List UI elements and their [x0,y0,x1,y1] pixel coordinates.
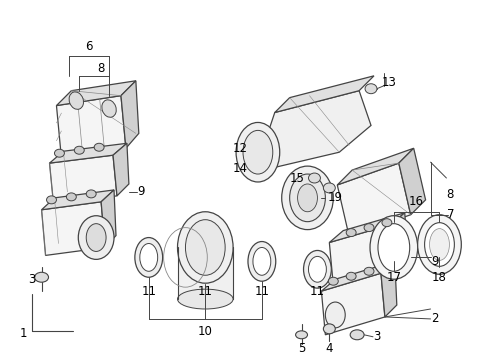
Ellipse shape [365,84,376,94]
Polygon shape [113,143,129,196]
Text: 12: 12 [232,142,247,155]
Polygon shape [49,143,127,163]
Ellipse shape [86,224,106,251]
Ellipse shape [46,196,56,204]
Ellipse shape [323,324,335,334]
Ellipse shape [66,193,76,201]
Ellipse shape [295,331,307,339]
Ellipse shape [94,143,104,151]
Polygon shape [41,190,114,210]
Ellipse shape [417,215,460,274]
Text: 4: 4 [325,342,332,355]
Text: 10: 10 [198,325,212,338]
Polygon shape [254,91,370,172]
Polygon shape [101,190,116,247]
Ellipse shape [428,229,448,260]
Polygon shape [390,213,407,267]
Ellipse shape [297,184,317,212]
Ellipse shape [364,224,373,231]
Polygon shape [398,148,425,215]
Polygon shape [321,261,394,291]
Polygon shape [328,213,404,243]
Text: 8: 8 [446,188,453,201]
Text: 11: 11 [309,285,324,298]
Ellipse shape [346,272,355,280]
Ellipse shape [424,223,453,266]
Text: 9: 9 [430,255,437,268]
Text: 3: 3 [372,330,380,343]
Polygon shape [49,155,117,204]
Ellipse shape [78,216,114,260]
Ellipse shape [369,216,417,279]
Ellipse shape [35,272,48,282]
Ellipse shape [243,130,272,174]
Polygon shape [177,247,233,299]
Ellipse shape [54,149,64,157]
Polygon shape [274,76,373,113]
Ellipse shape [281,166,333,230]
Ellipse shape [364,267,373,275]
Ellipse shape [308,256,325,282]
Text: 16: 16 [408,195,423,208]
Ellipse shape [252,247,270,275]
Text: 6: 6 [85,40,93,53]
Text: 1: 1 [20,327,27,340]
Text: 11: 11 [198,285,212,298]
Text: 15: 15 [289,171,305,185]
Text: 3: 3 [28,273,35,286]
Polygon shape [121,81,139,148]
Ellipse shape [74,146,84,154]
Ellipse shape [135,238,163,277]
Polygon shape [337,148,413,185]
Ellipse shape [86,190,96,198]
Ellipse shape [323,183,335,193]
Ellipse shape [102,100,116,117]
Text: 13: 13 [381,76,395,89]
Ellipse shape [236,122,279,182]
Text: 19: 19 [327,192,342,204]
Text: 17: 17 [386,271,401,284]
Polygon shape [41,202,105,255]
Polygon shape [56,81,136,105]
Text: 7: 7 [446,208,453,221]
Ellipse shape [177,289,233,309]
Ellipse shape [289,174,325,222]
Ellipse shape [185,220,224,275]
Ellipse shape [346,229,355,237]
Text: 8: 8 [97,62,104,75]
Ellipse shape [325,302,345,328]
Polygon shape [321,273,384,335]
Polygon shape [337,163,410,237]
Text: 9: 9 [137,185,144,198]
Ellipse shape [177,212,233,283]
Polygon shape [56,96,126,158]
Ellipse shape [247,242,275,281]
Text: 11: 11 [254,285,269,298]
Polygon shape [328,225,394,285]
Ellipse shape [381,219,391,227]
Text: 18: 18 [431,271,446,284]
Text: 14: 14 [232,162,247,175]
Text: 2: 2 [430,312,437,325]
Ellipse shape [327,277,338,285]
Ellipse shape [349,330,364,340]
Ellipse shape [303,251,331,288]
Text: 5: 5 [297,342,305,355]
Ellipse shape [377,224,409,271]
Ellipse shape [69,92,83,109]
Ellipse shape [308,173,320,183]
Ellipse shape [140,243,157,271]
Polygon shape [380,261,396,317]
Text: 11: 11 [141,285,156,298]
